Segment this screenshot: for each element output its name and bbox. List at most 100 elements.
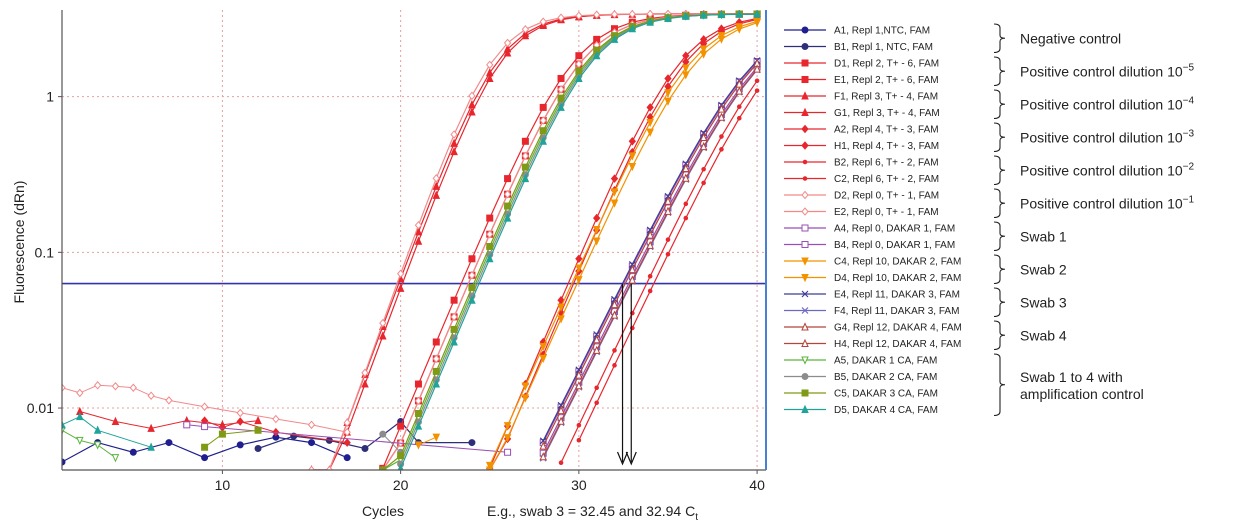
point-marker xyxy=(432,433,441,442)
point-marker xyxy=(575,254,583,264)
point-marker xyxy=(801,107,809,116)
legend-group-exponent: −3 xyxy=(1183,128,1195,139)
point-marker xyxy=(379,318,387,328)
point-marker xyxy=(699,141,708,151)
point-marker xyxy=(735,25,744,34)
point-marker xyxy=(717,104,726,113)
point-marker xyxy=(450,296,458,304)
point-marker xyxy=(575,381,583,390)
point-marker xyxy=(432,379,441,388)
point-marker xyxy=(361,379,369,388)
point-marker xyxy=(325,465,334,470)
point-marker xyxy=(397,452,405,460)
legend-label: G4, Repl 12, DAKAR 4, FAM xyxy=(834,323,962,334)
point-marker xyxy=(802,176,808,181)
point-marker xyxy=(735,86,744,95)
point-marker xyxy=(450,130,458,139)
legend-label: B2, Repl 6, T+ - 2, FAM xyxy=(834,158,939,169)
point-marker xyxy=(468,439,476,447)
x-tick-label: 40 xyxy=(749,477,765,493)
point-marker xyxy=(801,124,809,134)
legend-group-label-text: Positive control dilution 10 xyxy=(1020,162,1183,178)
point-marker xyxy=(486,60,494,70)
point-marker xyxy=(468,284,476,292)
point-marker xyxy=(628,162,637,172)
point-marker xyxy=(450,312,458,322)
point-marker xyxy=(701,166,706,172)
point-marker xyxy=(539,136,547,145)
legend-label: E4, Repl 11, DAKAR 3, FAM xyxy=(834,290,960,301)
point-marker xyxy=(236,408,244,418)
point-marker xyxy=(647,288,653,294)
point-marker xyxy=(664,13,672,22)
point-marker xyxy=(612,348,617,353)
legend-group-label-text: Swab 1 xyxy=(1020,228,1067,244)
point-marker xyxy=(76,436,84,446)
point-marker xyxy=(592,345,601,354)
point-marker xyxy=(628,275,637,284)
point-marker xyxy=(111,381,120,391)
legend-group-label: Positive control dilution 10−3 xyxy=(1020,128,1194,145)
point-marker xyxy=(414,220,423,230)
legend-label: C5, DAKAR 3 CA, FAM xyxy=(834,389,938,400)
point-marker xyxy=(111,454,120,463)
point-marker xyxy=(557,416,565,425)
legend-group-label: Negative control xyxy=(1020,30,1121,46)
point-marker xyxy=(801,207,809,216)
point-marker xyxy=(414,421,423,430)
point-marker xyxy=(801,274,809,283)
point-marker xyxy=(575,276,583,285)
point-marker xyxy=(801,91,809,100)
point-marker xyxy=(485,73,494,82)
point-marker xyxy=(628,24,637,33)
point-marker xyxy=(576,437,582,443)
point-marker xyxy=(147,442,155,451)
point-marker xyxy=(575,264,583,273)
series-line xyxy=(257,420,472,450)
point-marker xyxy=(647,273,653,279)
point-marker xyxy=(610,188,619,197)
point-marker xyxy=(682,64,690,73)
legend-label: B5, DAKAR 2 CA, FAM xyxy=(834,372,937,383)
point-marker xyxy=(801,373,809,380)
point-marker xyxy=(699,10,708,19)
legend-label: H1, Repl 4, T+ - 3, FAM xyxy=(834,141,939,152)
legend-label: D5, DAKAR 4 CA, FAM xyxy=(834,405,938,416)
point-marker xyxy=(503,48,512,57)
legend-item: D5, DAKAR 4 CA, FAM xyxy=(784,404,938,416)
ct-annotation: E.g., swab 3 = 32.45 and 32.94 Ct xyxy=(487,503,698,523)
point-marker xyxy=(682,173,690,182)
point-marker xyxy=(485,461,494,470)
point-marker xyxy=(539,116,547,125)
legend-label: C4, Repl 10, DAKAR 2, FAM xyxy=(834,257,961,268)
point-marker xyxy=(414,380,422,388)
series-line xyxy=(382,13,758,470)
point-marker xyxy=(432,181,441,190)
point-marker xyxy=(575,370,583,379)
series-line xyxy=(542,69,758,459)
point-marker xyxy=(610,310,619,319)
point-marker xyxy=(343,427,351,437)
legend-group-label: Swab 3 xyxy=(1020,294,1067,310)
legend-item: G4, Repl 12, DAKAR 4, FAM xyxy=(784,322,962,334)
point-marker xyxy=(201,443,209,451)
point-marker xyxy=(397,463,404,470)
point-marker xyxy=(201,454,209,462)
series-line xyxy=(311,13,758,470)
legend-item: C5, DAKAR 3 CA, FAM xyxy=(784,389,938,400)
point-marker xyxy=(717,10,726,19)
point-marker xyxy=(701,180,706,186)
point-marker xyxy=(557,303,565,312)
legend-group-label-text: Swab 3 xyxy=(1020,294,1067,310)
point-marker xyxy=(485,466,494,470)
point-marker xyxy=(396,283,405,292)
legend-group-brace xyxy=(993,56,1006,87)
point-marker xyxy=(539,103,547,111)
x-tick-label: 30 xyxy=(571,477,587,493)
point-marker xyxy=(801,26,809,34)
point-marker xyxy=(699,132,708,142)
series-9 xyxy=(576,88,760,443)
point-marker xyxy=(717,35,726,44)
point-marker xyxy=(646,240,654,249)
